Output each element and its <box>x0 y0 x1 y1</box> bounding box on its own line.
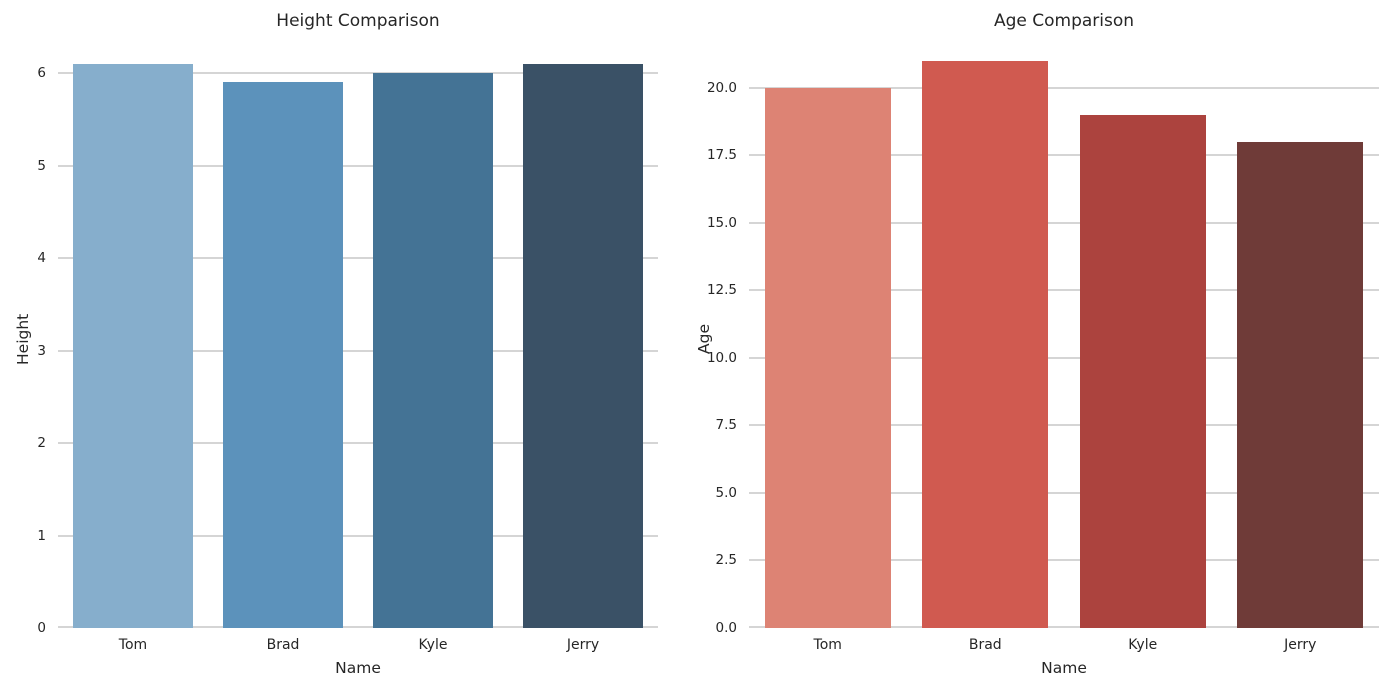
y-gridline <box>58 164 658 167</box>
x-tick-label: Kyle <box>1128 637 1158 653</box>
y-gridline <box>58 626 658 628</box>
plot-area: 0 1 2 3 4 5 6 Tom Brad Kyle Jerry <box>37 50 658 653</box>
y-gridline <box>58 257 658 260</box>
height-comparison-chart: Height Comparison Height 0 1 2 3 4 5 6 Tom Brad K… <box>14 11 658 677</box>
plot-area: 0.0 2.5 5.0 7.5 10.0 12.5 15.0 17.5 20.0 Tom Brad K… <box>707 50 1379 653</box>
y-axis-label: Height <box>14 313 32 365</box>
y-gridline <box>58 349 658 352</box>
y-gridline <box>749 491 1379 494</box>
y-tick-label: 17.5 <box>706 147 737 164</box>
y-tick-label: 1 <box>37 527 46 544</box>
y-tick-label: 12.5 <box>706 282 737 299</box>
y-gridline <box>58 442 658 445</box>
y-gridline <box>749 86 1379 89</box>
y-gridline <box>749 356 1379 359</box>
x-axis-label: Name <box>335 659 381 677</box>
y-gridline <box>749 626 1379 628</box>
x-tick-label: Brad <box>266 637 300 653</box>
age-comparison-chart: Age Comparison Age 0.0 2.5 5.0 7.5 10.0 12.5 1… <box>695 0 1389 690</box>
bar-tom <box>764 87 891 628</box>
y-gridline <box>749 424 1379 427</box>
x-axis-label: Name <box>1041 659 1087 677</box>
y-gridline <box>58 72 658 75</box>
y-tick-label: 0 <box>37 620 46 636</box>
y-tick-label: 10.0 <box>706 349 737 366</box>
y-gridline <box>749 289 1379 292</box>
y-tick-label: 7.5 <box>715 417 737 434</box>
y-tick-label: 20.0 <box>706 79 737 96</box>
y-gridline <box>749 221 1379 224</box>
bar-jerry <box>1237 141 1364 628</box>
chart-title: Height Comparison <box>276 11 440 31</box>
x-tick-label: Jerry <box>1284 637 1317 653</box>
bar-brad <box>223 82 343 628</box>
y-tick-label: 3 <box>37 342 46 359</box>
chart-title: Age Comparison <box>993 11 1135 31</box>
x-tick-label: Tom <box>813 637 842 653</box>
x-tick-label: Brad <box>968 637 1002 653</box>
y-tick-label: 4 <box>37 250 46 267</box>
bar-kyle <box>1079 114 1206 628</box>
y-tick-label: 15.0 <box>706 214 737 231</box>
y-tick-label: 2.5 <box>715 552 737 569</box>
y-gridline <box>58 534 658 537</box>
y-tick-label: 5.0 <box>715 484 737 501</box>
y-gridline <box>749 154 1379 157</box>
y-tick-label: 2 <box>37 435 46 452</box>
bar-tom <box>73 63 193 628</box>
x-tick-label: Jerry <box>566 637 600 653</box>
x-tick-label: Tom <box>118 637 148 653</box>
x-tick-label: Kyle <box>418 637 448 653</box>
y-gridline <box>749 559 1379 562</box>
y-tick-label: 6 <box>37 65 46 82</box>
bar-jerry <box>523 63 643 628</box>
bar-kyle <box>373 73 493 628</box>
y-axis-label: Age <box>695 324 713 354</box>
y-tick-label: 5 <box>37 157 46 174</box>
y-tick-label: 0.0 <box>715 620 737 636</box>
bar-brad <box>922 60 1049 628</box>
